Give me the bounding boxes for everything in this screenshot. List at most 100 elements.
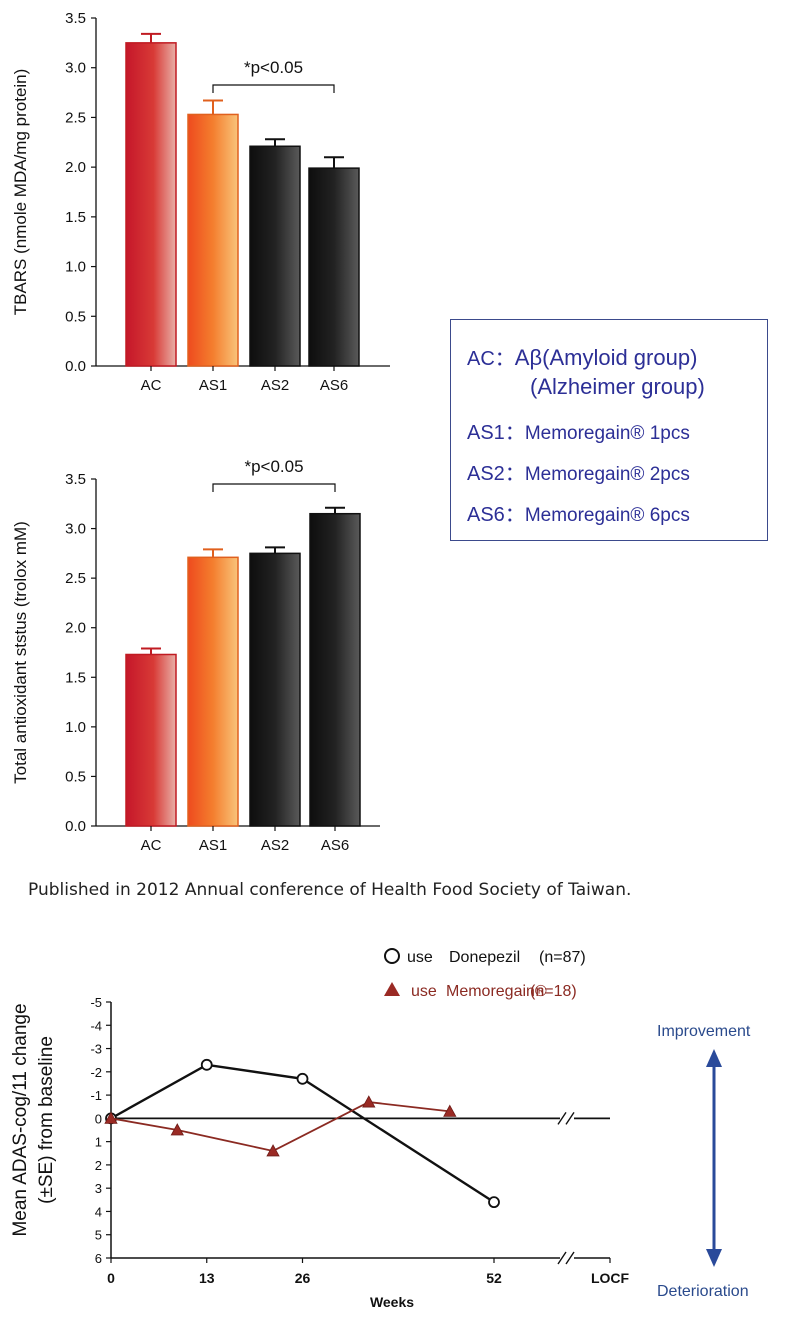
publication-caption: Published in 2012 Annual conference of H… xyxy=(28,880,632,900)
group-legend: AC：Aβ(Amyloid group) (Alzheimer group) A… xyxy=(450,319,768,541)
y-tick-label: -1 xyxy=(90,1088,102,1103)
significance-label: *p<0.05 xyxy=(244,457,303,476)
legend-circle-marker xyxy=(384,948,400,964)
legend-code: AS6 xyxy=(467,504,505,526)
y-tick-label: 4 xyxy=(95,1204,102,1219)
y-tick-label: -2 xyxy=(90,1065,102,1080)
x-tick-label: 13 xyxy=(199,1270,215,1286)
x-tick-label: 0 xyxy=(107,1270,115,1286)
bar xyxy=(249,552,301,827)
significance-bracket xyxy=(212,84,335,93)
y-tick-label: 3.5 xyxy=(65,471,86,488)
series-line-donepezil xyxy=(110,1063,495,1204)
y-tick-label: -5 xyxy=(90,995,102,1010)
y-tick-label: 2 xyxy=(95,1158,102,1173)
legend-label: Memoregain® xyxy=(446,983,547,1000)
x-tick-label: AS1 xyxy=(199,837,227,854)
y-tick-label: 3.0 xyxy=(65,60,86,77)
y-axis-label: TBARS (nmole MDA/mg protein) xyxy=(11,69,30,316)
y-tick-label: 1.5 xyxy=(65,669,86,686)
axis-break-mark xyxy=(557,1251,567,1265)
x-tick-label: AS1 xyxy=(199,377,227,394)
x-tick-label: AS2 xyxy=(261,837,289,854)
legend-text: (Alzheimer group) xyxy=(530,374,705,399)
legend-item-as2: AS2：Memoregain® 2pcs xyxy=(467,457,690,486)
y-tick-label: 2.0 xyxy=(65,620,86,637)
x-tick-label: AC xyxy=(141,837,162,854)
donepezil-point xyxy=(200,1058,213,1071)
y-axis-label: Mean ADAS-cog/11 change xyxy=(10,1003,31,1236)
x-tick-label: 52 xyxy=(486,1270,502,1286)
y-tick-label: 5 xyxy=(95,1228,102,1243)
legend-item-ac: AC：Aβ(Amyloid group) xyxy=(467,342,697,371)
donepezil-point xyxy=(296,1072,309,1085)
memoregain-point xyxy=(362,1095,376,1108)
bar xyxy=(125,42,177,367)
tbars-bar-chart: 0.0 0.5 1.0 1.5 2.0 2.5 3.0 3.5 AC AS1 AS2 AS6 TBARS… xyxy=(11,10,390,394)
y-axis-label: (±SE) from baseline xyxy=(36,1036,57,1204)
y-tick-label: 1.0 xyxy=(65,259,86,276)
y-tick-label: 2.0 xyxy=(65,159,86,176)
y-tick-label: -4 xyxy=(90,1018,102,1033)
legend-separator: ： xyxy=(504,504,525,526)
bar xyxy=(187,556,239,827)
legend-item-ac-line2: (Alzheimer group) xyxy=(530,374,705,400)
y-tick-label: 0.5 xyxy=(65,308,86,325)
significance-bracket xyxy=(212,483,336,492)
y-tick-label: 2.5 xyxy=(65,570,86,587)
y-tick-label: 6 xyxy=(95,1251,102,1266)
legend-separator: ： xyxy=(504,422,525,444)
y-tick-label: 0.5 xyxy=(65,768,86,785)
legend-count: (n=18) xyxy=(530,983,577,1000)
axis-break-mark xyxy=(557,1111,567,1125)
bar xyxy=(249,145,301,367)
legend-item-as1: AS1：Memoregain® 1pcs xyxy=(467,416,690,445)
memoregain-point xyxy=(266,1144,280,1157)
y-tick-label: 1 xyxy=(95,1135,102,1150)
deterioration-label: Deterioration xyxy=(657,1283,749,1300)
y-tick-label: -3 xyxy=(90,1042,102,1057)
legend-text: Aβ(Amyloid group) xyxy=(514,345,698,370)
x-tick-label: LOCF xyxy=(591,1270,630,1286)
y-tick-label: 0.0 xyxy=(65,358,86,375)
y-tick-label: 1.0 xyxy=(65,719,86,736)
bar xyxy=(125,653,177,827)
bar xyxy=(309,512,361,827)
axis-break-mark xyxy=(565,1111,575,1125)
memoregain-point xyxy=(170,1123,184,1136)
series-line-memoregain xyxy=(110,1101,450,1152)
y-tick-label: 1.5 xyxy=(65,209,86,226)
memoregain-point xyxy=(443,1104,457,1117)
y-axis-label: Total antioxidant ststus (trolox mM) xyxy=(11,521,30,784)
x-tick-label: 26 xyxy=(295,1270,311,1286)
legend-text: Memoregain® 1pcs xyxy=(524,423,690,444)
legend-text: Memoregain® 6pcs xyxy=(524,505,690,526)
legend-separator: ： xyxy=(494,348,515,370)
y-tick-label: 0 xyxy=(95,1111,102,1126)
y-tick-label: 0.0 xyxy=(65,818,86,835)
legend-triangle-marker xyxy=(384,982,400,996)
legend-count: (n=87) xyxy=(539,949,586,966)
bar xyxy=(308,167,360,367)
x-tick-label: AS6 xyxy=(320,377,348,394)
axis-break-mark xyxy=(565,1251,575,1265)
bar xyxy=(187,113,239,367)
x-tick-label: AS6 xyxy=(321,837,349,854)
legend-item-as6: AS6：Memoregain® 6pcs xyxy=(467,498,690,527)
legend-code: AC xyxy=(467,348,495,370)
x-tick-label: AS2 xyxy=(261,377,289,394)
donepezil-point xyxy=(488,1196,500,1209)
legend-text: Memoregain® 2pcs xyxy=(524,464,690,485)
arrow-head-down xyxy=(706,1249,722,1267)
y-tick-label: 3.0 xyxy=(65,521,86,538)
memoregain-point xyxy=(104,1111,118,1124)
y-tick-label: 3.5 xyxy=(65,10,86,27)
legend-prefix: use xyxy=(407,949,433,966)
legend-code: AS1 xyxy=(467,422,505,444)
legend-code: AS2 xyxy=(467,463,505,485)
significance-label: *p<0.05 xyxy=(244,58,303,77)
y-tick-label: 2.5 xyxy=(65,109,86,126)
legend-separator: ： xyxy=(504,463,525,485)
x-tick-label: AC xyxy=(141,377,162,394)
